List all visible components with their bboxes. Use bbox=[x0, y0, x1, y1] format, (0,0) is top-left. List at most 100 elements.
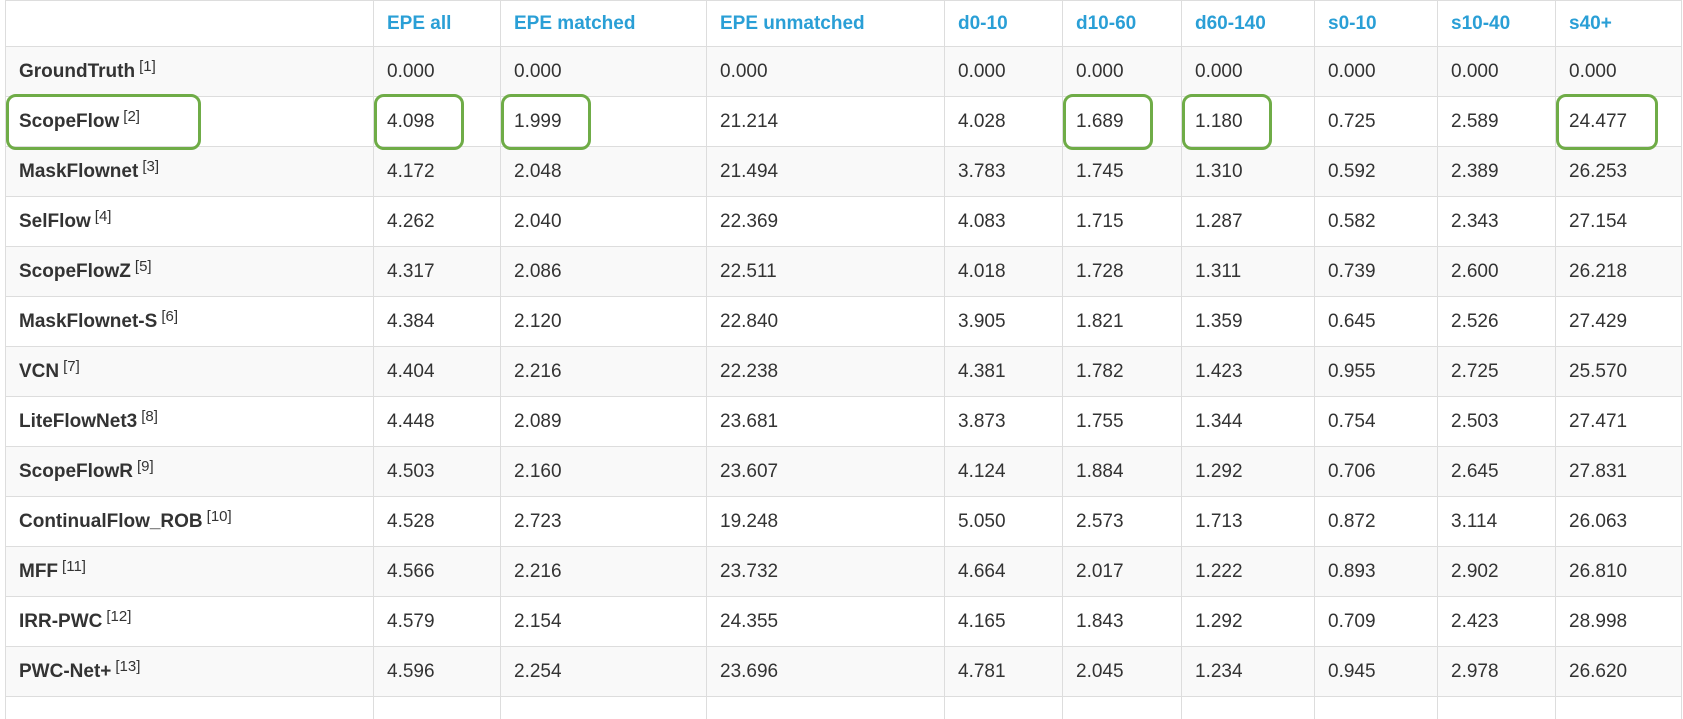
table-row: ContinualFlow_ROB [10] 4.528 2.723 19.248 5.0… bbox=[5, 496, 1682, 547]
value-cell: 21.494 bbox=[706, 146, 945, 197]
value-cell: 2.902 bbox=[1437, 546, 1556, 597]
value-cell: 0.000 bbox=[1555, 46, 1682, 97]
method-name[interactable]: ScopeFlow bbox=[19, 110, 120, 132]
method-reference: [5] bbox=[134, 257, 152, 275]
value-cell: 1.234 bbox=[1181, 646, 1315, 697]
value-cell: 4.124 bbox=[944, 446, 1063, 497]
value-cell: 19.248 bbox=[706, 496, 945, 547]
value-cell: 4.664 bbox=[944, 546, 1063, 597]
value-cell: 3.873 bbox=[944, 396, 1063, 447]
method-reference: [6] bbox=[161, 307, 178, 325]
method-reference: [7] bbox=[63, 357, 80, 375]
value-cell: 4.028 bbox=[944, 96, 1063, 147]
method-name[interactable]: MFF bbox=[19, 560, 59, 582]
method-cell: MaskFlownet-S [6] bbox=[5, 296, 374, 347]
value-cell bbox=[1181, 696, 1315, 719]
value-cell: 5.050 bbox=[944, 496, 1063, 547]
method-name[interactable]: GroundTruth bbox=[19, 60, 136, 82]
value-cell: 2.526 bbox=[1437, 296, 1556, 347]
method-name[interactable]: ScopeFlowZ bbox=[19, 260, 131, 282]
column-header-s10-40[interactable]: s10-40 bbox=[1437, 0, 1556, 47]
value-cell: 0.955 bbox=[1314, 346, 1438, 397]
value-cell: 2.216 bbox=[500, 546, 707, 597]
value-cell: 4.083 bbox=[944, 196, 1063, 247]
value-cell: 0.893 bbox=[1314, 546, 1438, 597]
table-row: MaskFlownet [3] 4.172 2.048 21.494 3.783 1.745… bbox=[5, 146, 1682, 197]
value-cell: 26.810 bbox=[1555, 546, 1682, 597]
column-header-epe-unmatched[interactable]: EPE unmatched bbox=[706, 0, 945, 47]
value-cell: 1.292 bbox=[1181, 596, 1315, 647]
method-cell: PWC-Net+ [13] bbox=[5, 646, 374, 697]
method-reference: [13] bbox=[115, 657, 141, 675]
column-header-d10-60[interactable]: d10-60 bbox=[1062, 0, 1182, 47]
value-cell: 2.040 bbox=[500, 196, 707, 247]
value-cell: 2.600 bbox=[1437, 246, 1556, 297]
value-cell: 0.645 bbox=[1314, 296, 1438, 347]
value-cell: 0.000 bbox=[706, 46, 945, 97]
method-reference: [9] bbox=[137, 457, 154, 475]
method-name[interactable]: LiteFlowNet3 bbox=[19, 410, 138, 432]
method-name[interactable]: IRR-PWC bbox=[19, 610, 103, 632]
value-cell: 0.706 bbox=[1314, 446, 1438, 497]
value-cell: 4.448 bbox=[373, 396, 501, 447]
value-cell bbox=[706, 696, 945, 719]
value-cell: 0.872 bbox=[1314, 496, 1438, 547]
method-name[interactable]: MaskFlownet-S bbox=[19, 310, 158, 332]
value-cell: 25.570 bbox=[1555, 346, 1682, 397]
method-cell: ScopeFlow [2] bbox=[5, 96, 374, 147]
value-cell: 22.238 bbox=[706, 346, 945, 397]
value-cell bbox=[1555, 696, 1682, 719]
column-header-d0-10[interactable]: d0-10 bbox=[944, 0, 1063, 47]
method-cell: LiteFlowNet3 [8] bbox=[5, 396, 374, 447]
method-name[interactable]: PWC-Net+ bbox=[19, 660, 112, 682]
table-row: SelFlow [4] 4.262 2.040 22.369 4.083 1.715 1.28… bbox=[5, 196, 1682, 247]
method-reference: [10] bbox=[206, 507, 232, 525]
value-cell: 2.389 bbox=[1437, 146, 1556, 197]
value-cell bbox=[944, 696, 1063, 719]
value-cell: 2.343 bbox=[1437, 196, 1556, 247]
column-header-d60-140[interactable]: d60-140 bbox=[1181, 0, 1315, 47]
method-name[interactable]: ContinualFlow_ROB bbox=[19, 510, 203, 532]
value-cell: 2.086 bbox=[500, 246, 707, 297]
value-cell: 1.344 bbox=[1181, 396, 1315, 447]
value-cell: 1.310 bbox=[1181, 146, 1315, 197]
method-name[interactable]: MaskFlownet bbox=[19, 160, 139, 182]
table-row: ScopeFlow [2] 4.098 1.999 21.214 4.028 1.689 1.… bbox=[5, 96, 1682, 147]
column-header-s0-10[interactable]: s0-10 bbox=[1314, 0, 1438, 47]
method-reference: [1] bbox=[139, 57, 156, 75]
value-cell: 4.262 bbox=[373, 196, 501, 247]
value-cell: 4.781 bbox=[944, 646, 1063, 697]
method-reference: [11] bbox=[62, 557, 86, 575]
value-cell: 1.884 bbox=[1062, 446, 1182, 497]
value-cell: 23.681 bbox=[706, 396, 945, 447]
value-cell: 22.369 bbox=[706, 196, 945, 247]
value-cell: 0.000 bbox=[1062, 46, 1182, 97]
value-cell: 4.579 bbox=[373, 596, 501, 647]
method-cell: ContinualFlow_ROB [10] bbox=[5, 496, 374, 547]
results-table: EPE all EPE matched EPE unmatched d0-10 d10-… bbox=[5, 0, 1682, 719]
value-cell: 2.423 bbox=[1437, 596, 1556, 647]
value-cell: 26.063 bbox=[1555, 496, 1682, 547]
column-header-epe-matched[interactable]: EPE matched bbox=[500, 0, 707, 47]
table-row: PWC-Net+ [13] 4.596 2.254 23.696 4.781 2.045 1.… bbox=[5, 646, 1682, 697]
method-name[interactable]: VCN bbox=[19, 360, 60, 382]
method-name[interactable]: SelFlow bbox=[19, 210, 91, 232]
column-header-epe-all[interactable]: EPE all bbox=[373, 0, 501, 47]
value-cell bbox=[373, 696, 501, 719]
value-cell: 4.317 bbox=[373, 246, 501, 297]
method-name[interactable]: ScopeFlowR bbox=[19, 460, 134, 482]
value-cell: 27.154 bbox=[1555, 196, 1682, 247]
value-cell: 0.725 bbox=[1314, 96, 1438, 147]
value-cell: 2.978 bbox=[1437, 646, 1556, 697]
value-cell: 2.216 bbox=[500, 346, 707, 397]
value-cell: 2.645 bbox=[1437, 446, 1556, 497]
column-header-s40[interactable]: s40+ bbox=[1555, 0, 1682, 47]
value-cell: 0.000 bbox=[1437, 46, 1556, 97]
table-body: GroundTruth [1] 0.000 0.000 0.000 0.000 0.000 0… bbox=[5, 46, 1682, 719]
value-cell: 2.160 bbox=[500, 446, 707, 497]
value-cell: 27.831 bbox=[1555, 446, 1682, 497]
value-cell: 22.840 bbox=[706, 296, 945, 347]
value-cell: 2.048 bbox=[500, 146, 707, 197]
method-reference: [8] bbox=[141, 407, 158, 425]
method-cell: IRR-PWC [12] bbox=[5, 596, 374, 647]
